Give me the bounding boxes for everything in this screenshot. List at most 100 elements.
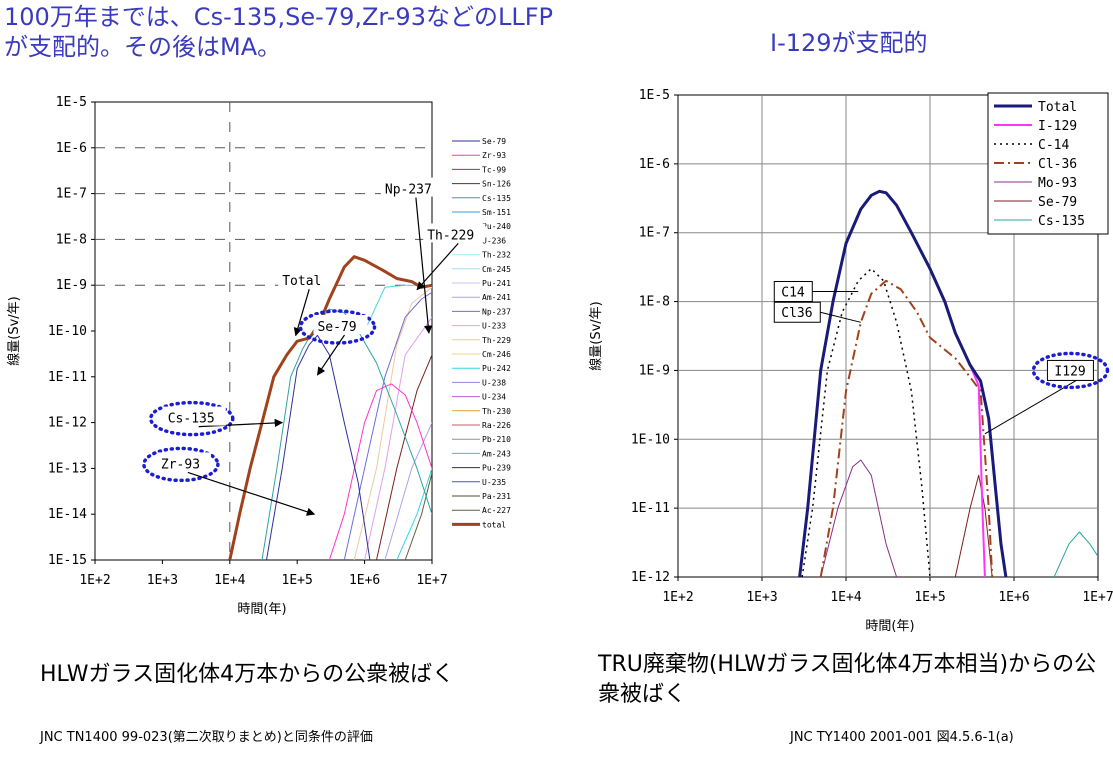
y-tick-label: 1E-7 [639, 226, 670, 241]
x-tick-label: 1E+5 [282, 573, 313, 588]
annotation-arrow [316, 334, 345, 376]
legend-label: Am-243 [482, 449, 511, 458]
annotation-box [773, 281, 813, 303]
y-tick-label: 1E-13 [48, 461, 87, 476]
legend-label: Total [1038, 100, 1077, 115]
series-line-cs-135 [261, 308, 432, 560]
legend-label: Th-229 [482, 336, 511, 345]
legend: Total I-129 C-14 Cl-36 Mo-93 Se-79 Cs-135 [987, 92, 1109, 235]
y-axis-label: 線量(Sv/年) [6, 296, 22, 365]
highlight-circle [298, 309, 377, 345]
x-tick-label: 1E+3 [746, 590, 777, 605]
legend-label: Cm-246 [482, 350, 511, 359]
right-citation: JNC TY1400 2001-001 図4.5.6-1(a) [790, 730, 1014, 745]
legend-label: U-233 [482, 322, 506, 331]
annotation-label: Th-229 [427, 228, 474, 243]
y-tick-label: 1E-5 [639, 88, 670, 103]
legend-label: Se-79 [482, 137, 506, 146]
left-caption: HLWガラス固化体4万本からの公衆被ばく [40, 662, 455, 687]
y-axis-label: 線量(Sv/年) [588, 301, 604, 370]
legend-label: U-238 [482, 378, 506, 387]
y-tick-label: 1E-7 [56, 187, 87, 202]
series-line-ac-227 [404, 472, 432, 560]
legend-label: Pa-231 [482, 492, 511, 501]
annotation-bg [278, 269, 333, 289]
legend-label: U-236 [482, 236, 506, 245]
y-tick-label: 1E-10 [631, 432, 670, 447]
annotation-label: Se-79 [317, 320, 356, 335]
annotation-arrow [415, 197, 433, 334]
right-heading: I-129が支配的 [770, 29, 928, 57]
legend-label: Se-79 [1038, 195, 1077, 210]
series-line-am-241 [384, 422, 432, 560]
y-tick-label: 1E-12 [48, 416, 87, 431]
series-line-c-14 [801, 267, 931, 577]
series-line-se-79 [266, 334, 371, 560]
annotation-arrow [187, 471, 316, 516]
annotation-arrow [198, 418, 284, 428]
series-line-th-229 [353, 286, 432, 560]
x-axis-label: 時間(年) [237, 602, 286, 617]
right-caption: TRU廃棄物(HLWガラス固化体4万本相当)からの公衆被ばく [598, 652, 1097, 707]
y-tick-label: 1E-14 [48, 507, 87, 522]
right-chart-plot: 1E-12 1E-11 1E-10 1E-9 1E-8 1E-7 1E-6 1E-5 1E+2 1… [588, 88, 1113, 634]
annotation-leader [984, 369, 1094, 435]
highlight-circle [1031, 351, 1110, 390]
legend-label: Pu-241 [482, 279, 511, 288]
legend-label: Zr-93 [482, 151, 506, 160]
y-tick-label: 1E-5 [56, 95, 87, 110]
plot-frame [677, 94, 1099, 578]
x-tick-label: 1E+7 [416, 573, 447, 588]
left-chart-plot: 1E-15 1E-14 1E-13 1E-12 1E-11 1E-10 1E-9 1E-8 1E… [6, 95, 511, 617]
annotation-label: Total [282, 274, 321, 289]
x-tick-label: 1E+5 [914, 590, 945, 605]
series-line-cs-135 [1053, 531, 1098, 577]
legend-label: Pb-210 [482, 435, 511, 444]
series-line-sn-126 [376, 354, 432, 560]
annotation-label: Cs-135 [168, 412, 215, 427]
annotation-label: C14 [781, 286, 805, 301]
series-layer [228, 255, 432, 560]
legend-label: Pu-239 [482, 464, 511, 473]
annotation-bg [313, 315, 368, 334]
y-tick-label: 1E-8 [639, 295, 670, 310]
y-tick-label: 1E-10 [48, 324, 87, 339]
annotation-label: Np-237 [385, 183, 432, 198]
y-tick-label: 1E-6 [639, 157, 670, 172]
annotation-bg [423, 223, 486, 243]
y-tick-label: 1E-6 [56, 141, 87, 156]
x-tick-label: 1E+2 [662, 590, 693, 605]
y-tick-label: 1E-9 [639, 363, 670, 378]
annotation-bg [380, 177, 443, 197]
legend-label: Sm-151 [482, 208, 511, 217]
legend-label: Ra-226 [482, 421, 511, 430]
legend-label: I-129 [1038, 119, 1077, 134]
annotation-bg [156, 452, 211, 472]
legend-label: Ac-227 [482, 506, 511, 515]
legend-label: U-235 [482, 478, 506, 487]
legend-label: U-234 [482, 393, 506, 402]
legend-label: Cm-245 [482, 265, 511, 274]
annotation-leader [820, 311, 861, 323]
y-tick-label: 1E-9 [56, 278, 87, 293]
series-line-total [228, 255, 432, 560]
annotations: C14 Cl36 I129 [773, 281, 1110, 435]
left-heading: 100万年までは、Cs-135,Se-79,Zr-93などのLLFPが支配的。そ… [4, 3, 553, 61]
legend: Se-79 Zr-93 Tc-99 Sn-126 Cs-135 Sm-151 Pu-240 U… [452, 137, 511, 529]
series-line-mo-93 [820, 459, 898, 577]
highlight-circle [142, 446, 220, 483]
left-citation: JNC TN1400 99-023(第二次取りまとめ)と同条件の評価 [40, 730, 373, 745]
legend-label: C-14 [1038, 138, 1069, 153]
series-line-i-129 [798, 190, 986, 577]
annotation-bg [163, 406, 226, 426]
legend-label: Cs-135 [482, 194, 511, 203]
x-tick-label: 1E+2 [79, 573, 110, 588]
legend-label: Mo-93 [1038, 176, 1077, 191]
series-line-zr-93 [328, 383, 432, 560]
series-line-np-237 [343, 291, 432, 560]
annotation-label: Zr-93 [161, 457, 200, 472]
x-tick-label: 1E+6 [349, 573, 380, 588]
annotation-arrow [293, 289, 310, 337]
series-line-u-233 [364, 316, 432, 560]
